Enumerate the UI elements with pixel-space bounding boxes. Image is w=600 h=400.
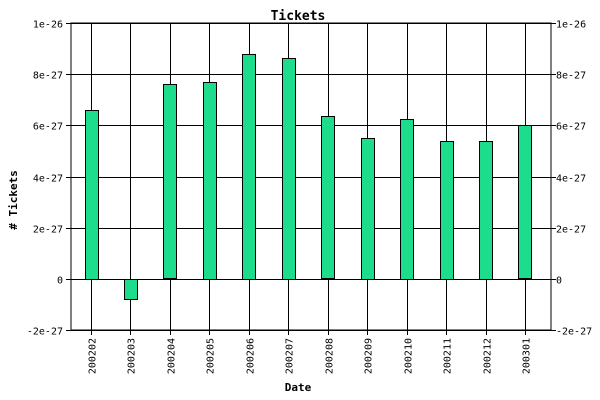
x-tick-label: 200206 (246, 338, 257, 374)
x-tick-label: 200211 (443, 338, 454, 374)
y-tick-label-left: 8e-27 (33, 71, 63, 82)
x-axis-label: Date (285, 381, 312, 394)
y-axis-label: # Tickets (7, 170, 20, 230)
x-tick-label: 200210 (404, 338, 415, 374)
y-tick-label-left: 1e-26 (33, 20, 63, 31)
bar-200202 (85, 110, 99, 280)
bar-200209 (361, 138, 375, 280)
y-tick-label-right: -2e-27 (556, 327, 592, 338)
x-tick-label: 200212 (483, 338, 494, 374)
y-tick-label-left: 4e-27 (33, 174, 63, 185)
chart-title: Tickets (271, 9, 326, 24)
y-tick-label-left: 0 (57, 276, 63, 287)
bar-200203 (124, 279, 138, 300)
y-tick-label-left: -2e-27 (27, 327, 63, 338)
y-tick-label-left: 6e-27 (33, 122, 63, 133)
x-tick-label: 200208 (325, 338, 336, 374)
plot-frame (70, 22, 552, 331)
x-tick-label: 200202 (88, 338, 99, 374)
bar-200205 (203, 82, 217, 280)
y-tick-label-right: 6e-27 (556, 122, 586, 133)
bar-200211 (440, 141, 454, 280)
x-tick-label: 200209 (364, 338, 375, 374)
bar-200204 (163, 84, 177, 279)
bar-200207 (282, 58, 296, 280)
bar-200212 (479, 141, 493, 280)
bar-200208 (321, 116, 335, 279)
tick-labels: -2e-27 -2e-27 0 0 2e-27 2e-27 4e-27 4e-27 6e-27 6… (27, 20, 592, 375)
bar-200206 (242, 54, 256, 280)
y-tick-label-right: 8e-27 (556, 71, 586, 82)
bars (85, 54, 532, 300)
y-tick-label-right: 2e-27 (556, 225, 586, 236)
y-tick-label-right: 4e-27 (556, 174, 586, 185)
x-tick-label: 200203 (127, 338, 138, 374)
y-tick-label-right: 0 (556, 276, 562, 287)
x-tick-label: 200205 (206, 338, 217, 374)
y-tick-label-left: 2e-27 (33, 225, 63, 236)
x-tick-label: 200204 (167, 338, 178, 374)
x-tick-label: 200207 (285, 338, 296, 374)
y-tick-label-right: 1e-26 (556, 20, 586, 31)
bar-200210 (400, 119, 414, 280)
bar-200301 (518, 125, 532, 279)
x-tick-label: 200301 (522, 338, 533, 374)
